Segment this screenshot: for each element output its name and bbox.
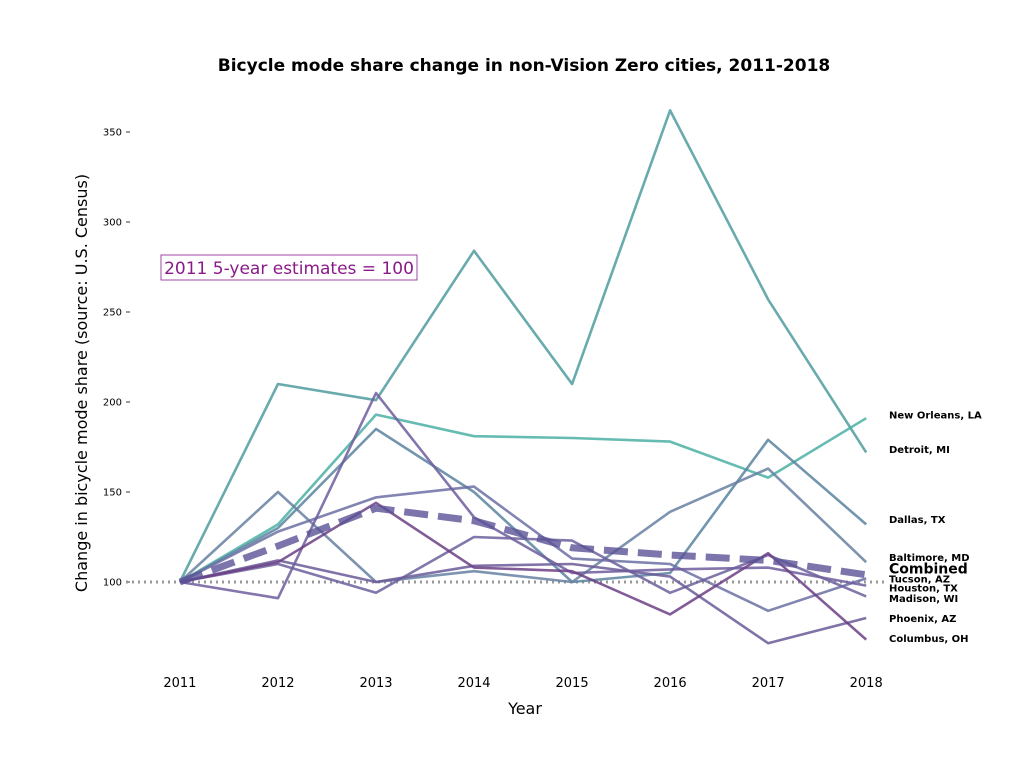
series-labels: Detroit, MI New Orleans, LA Dallas, TX Balt…: [889, 411, 982, 645]
chart-title: Bicycle mode share change in non-Vision …: [218, 56, 831, 76]
x-axis-label: Year: [507, 699, 542, 718]
y-tick-label: 100: [103, 578, 122, 589]
annotation-frame: [160, 254, 418, 281]
series-line-combined: [178, 504, 867, 586]
x-tick-label: 2016: [654, 676, 687, 691]
x-tick-label: 2017: [752, 676, 785, 691]
y-tick-label: 350: [103, 128, 122, 139]
series-label-baltimore-md: Baltimore, MD: [889, 553, 970, 564]
y-tick-label: 150: [103, 488, 122, 499]
series-line-phoenix-az: [179, 559, 867, 645]
series-label-phoenix-az: Phoenix, AZ: [889, 614, 956, 625]
x-tick-label: 2014: [457, 676, 490, 691]
series-label-houston-tx: Houston, TX: [889, 583, 958, 594]
series-label-detroit-mi: Detroit, MI: [889, 445, 950, 456]
x-tick-label: 2011: [163, 676, 196, 691]
x-tick-label: 2015: [556, 676, 589, 691]
y-axis-label: Change in bicycle mode share (source: U.…: [72, 174, 91, 592]
y-axis-ticks: 100 150 200 250 300 350: [103, 128, 130, 589]
y-tick-label: 300: [103, 218, 122, 229]
series-label-new-orleans-la: New Orleans, LA: [889, 411, 982, 422]
series-label-combined: Combined: [889, 561, 968, 577]
series-label-dallas-tx: Dallas, TX: [889, 515, 946, 526]
series-label-madison-wi: Madison, WI: [889, 594, 958, 605]
series-lines: [178, 109, 868, 645]
y-tick-label: 200: [103, 398, 122, 409]
annotation-text: 2011 5-year estimates = 100: [164, 259, 414, 279]
series-line-detroit-mi: [178, 109, 868, 583]
x-tick-label: 2018: [850, 676, 883, 691]
series-label-columbus-oh: Columbus, OH: [889, 634, 969, 645]
series-line-baltimore-md: [179, 467, 868, 584]
x-tick-label: 2013: [359, 676, 392, 691]
y-tick-label: 250: [103, 308, 122, 319]
series-line-tucson-az: [179, 485, 867, 613]
x-tick-label: 2012: [261, 676, 294, 691]
annotation-box: 2011 5-year estimates = 100: [160, 254, 418, 281]
series-label-tucson-az: Tucson, AZ: [889, 574, 950, 585]
series-line-columbus-oh: [179, 501, 868, 641]
x-axis-ticks: 2011 2012 2013 2014 2015 2016 2017 2018: [163, 676, 882, 691]
